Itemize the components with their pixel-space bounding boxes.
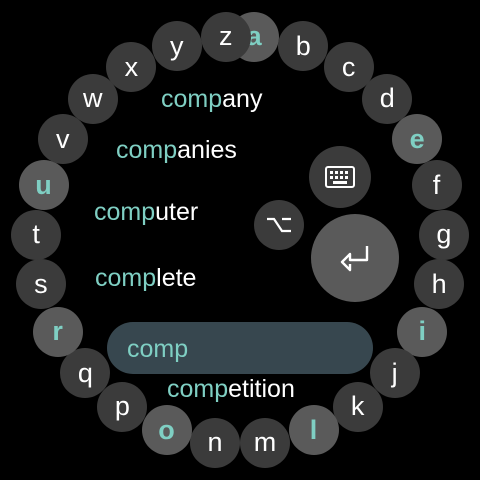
input-text: comp xyxy=(127,335,189,363)
key-h[interactable]: h xyxy=(414,259,465,310)
keyboard-icon xyxy=(325,166,355,188)
key-g[interactable]: g xyxy=(418,209,469,260)
key-d[interactable]: d xyxy=(362,73,413,124)
key-y[interactable]: y xyxy=(151,21,202,72)
key-p[interactable]: p xyxy=(97,381,148,432)
key-c[interactable]: c xyxy=(323,42,374,93)
key-b[interactable]: b xyxy=(278,21,329,72)
key-z[interactable]: z xyxy=(200,11,251,62)
key-x[interactable]: x xyxy=(106,42,157,93)
key-l[interactable]: l xyxy=(288,405,339,456)
text-input-bar[interactable]: comp xyxy=(107,322,373,374)
key-v[interactable]: v xyxy=(37,114,88,164)
enter-button[interactable] xyxy=(311,214,399,302)
keyboard-button[interactable] xyxy=(309,146,371,208)
key-t[interactable]: t xyxy=(11,209,62,260)
enter-return-icon xyxy=(340,246,369,272)
key-o[interactable]: o xyxy=(141,405,192,456)
key-w[interactable]: w xyxy=(67,73,118,124)
key-n[interactable]: n xyxy=(190,417,240,468)
suggestion-5[interactable]: competition xyxy=(167,375,295,403)
key-f[interactable]: f xyxy=(411,160,462,211)
key-e[interactable]: e xyxy=(392,114,443,164)
key-q[interactable]: q xyxy=(60,348,111,399)
suggestion-2[interactable]: companies xyxy=(116,136,237,164)
key-i[interactable]: i xyxy=(397,306,448,357)
key-m[interactable]: m xyxy=(240,417,290,468)
suggestion-4[interactable]: complete xyxy=(95,264,197,292)
suggestion-1[interactable]: company xyxy=(161,85,263,113)
suggestion-3[interactable]: computer xyxy=(94,198,199,226)
option-key-button[interactable] xyxy=(254,200,304,250)
key-j[interactable]: j xyxy=(369,348,420,399)
key-k[interactable]: k xyxy=(332,381,383,432)
key-s[interactable]: s xyxy=(15,259,66,310)
option-key-icon xyxy=(267,217,291,233)
key-r[interactable]: r xyxy=(32,306,83,357)
key-u[interactable]: u xyxy=(18,160,69,211)
